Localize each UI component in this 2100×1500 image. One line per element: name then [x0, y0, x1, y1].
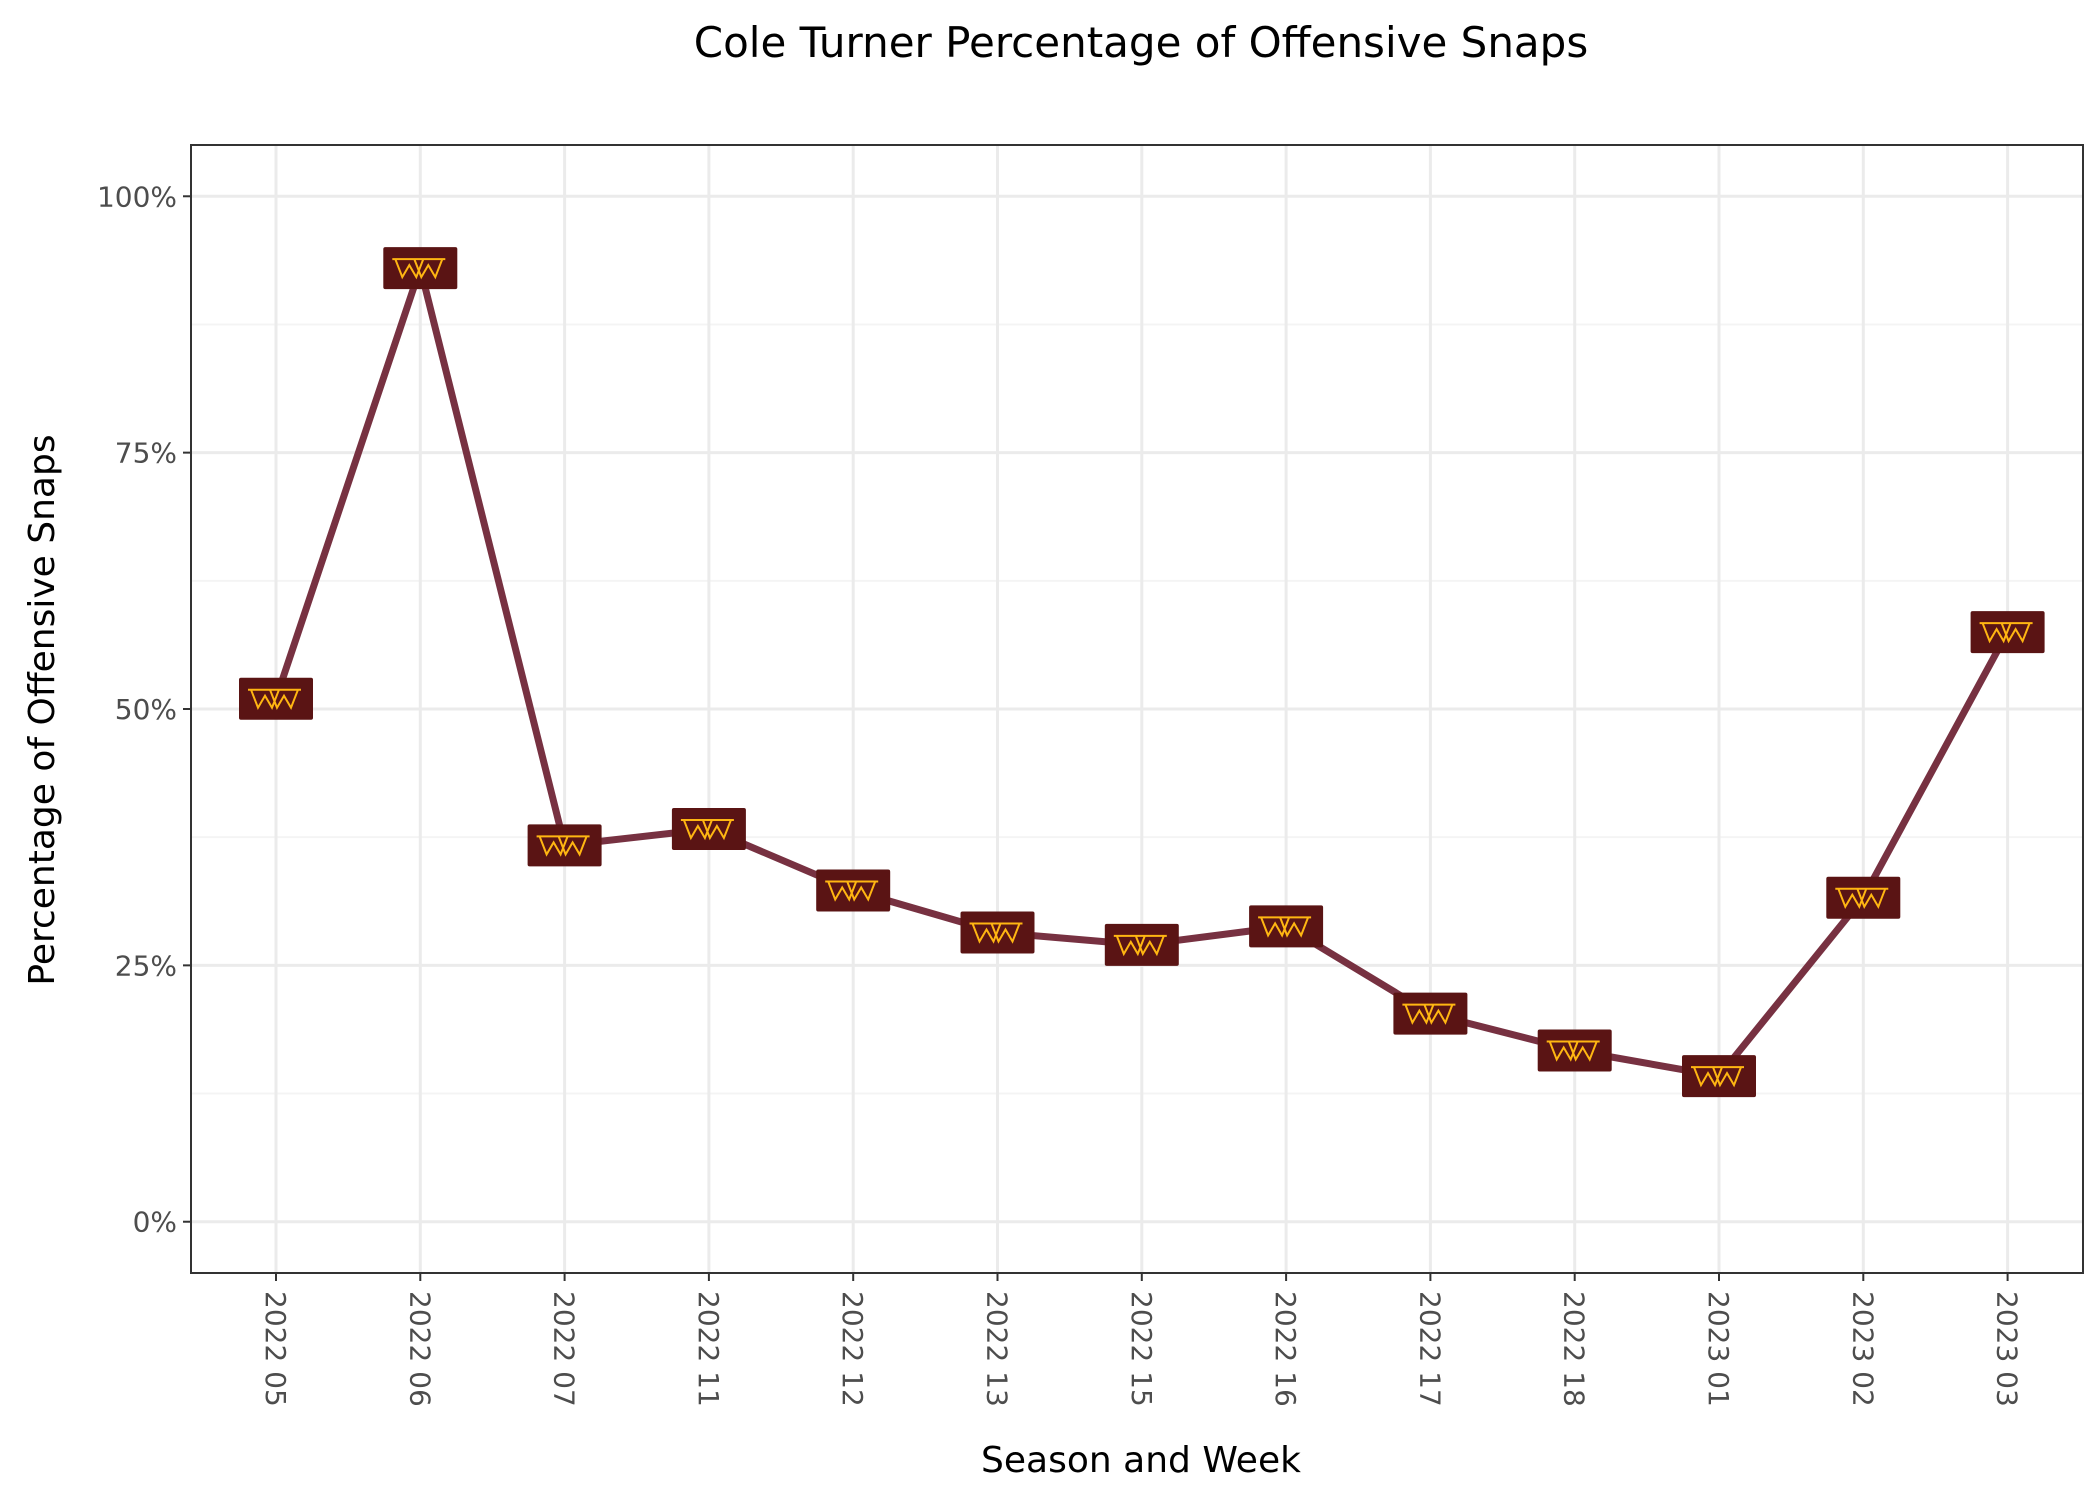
x-tick-label: 2022 18 — [1558, 1291, 1591, 1407]
x-tick-label: 2022 12 — [836, 1291, 869, 1407]
chart-title: Cole Turner Percentage of Offensive Snap… — [694, 18, 1588, 67]
data-point-marker — [239, 677, 313, 720]
y-tick-label: 0% — [133, 1206, 177, 1239]
x-tick-label: 2022 06 — [403, 1291, 436, 1407]
data-point-marker — [1249, 905, 1324, 948]
data-point-marker — [1393, 992, 1468, 1035]
team-logo-icon — [969, 922, 1023, 944]
x-axis: 2022 05 2022 06 2022 07 2022 11 2022 12 2022 … — [259, 1273, 2024, 1407]
team-logo-icon — [248, 688, 301, 710]
y-axis: 0% 25% 50% 75% 100% — [97, 180, 191, 1239]
data-point-marker — [960, 911, 1035, 954]
data-point-marker — [671, 808, 746, 850]
marker-layer — [239, 247, 2045, 1098]
x-tick-label: 2022 13 — [981, 1291, 1014, 1407]
team-logo-icon — [680, 819, 734, 841]
team-logo-icon — [392, 258, 446, 280]
team-logo-icon — [1113, 934, 1167, 957]
team-logo-icon — [1835, 887, 1889, 909]
team-logo-icon — [1691, 1066, 1744, 1088]
x-tick-label: 2023 01 — [1702, 1291, 1735, 1407]
x-tick-label: 2022 11 — [692, 1291, 725, 1407]
team-logo-icon — [536, 835, 590, 857]
x-tick-label: 2023 03 — [1991, 1291, 2024, 1407]
team-logo-icon — [825, 880, 879, 902]
data-point-marker — [1104, 923, 1179, 966]
team-logo-icon — [1546, 1040, 1600, 1062]
data-point-marker — [1682, 1055, 1756, 1098]
x-tick-label: 2023 02 — [1846, 1291, 1879, 1407]
y-axis-title: Percentage of Offensive Snaps — [22, 434, 63, 985]
data-point-marker — [1970, 611, 2045, 654]
minor-gridlines — [191, 323, 2083, 1095]
x-tick-label: 2022 16 — [1269, 1291, 1302, 1407]
x-tick-label: 2022 17 — [1413, 1291, 1446, 1407]
data-point-marker — [816, 869, 891, 912]
team-logo-icon — [1402, 1003, 1456, 1025]
x-tick-label: 2022 05 — [259, 1291, 292, 1407]
team-logo-icon — [1258, 916, 1312, 938]
data-point-marker — [1826, 876, 1901, 919]
x-axis-title: Season and Week — [981, 1440, 1301, 1481]
data-point-marker — [1537, 1029, 1612, 1072]
y-tick-label: 25% — [115, 949, 177, 982]
y-tick-label: 75% — [115, 437, 177, 470]
data-point-marker — [527, 824, 602, 867]
x-tick-label: 2022 07 — [548, 1291, 581, 1407]
team-logo-icon — [1979, 622, 2033, 644]
y-tick-label: 100% — [97, 180, 177, 213]
data-point-marker — [383, 247, 458, 290]
x-tick-label: 2022 15 — [1125, 1291, 1158, 1407]
y-tick-label: 50% — [115, 693, 177, 726]
